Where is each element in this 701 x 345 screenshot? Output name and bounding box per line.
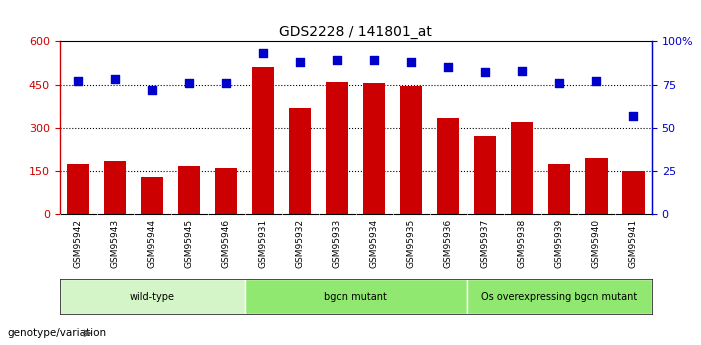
Point — [591, 78, 602, 84]
Bar — [400, 86, 423, 214]
Text: Os overexpressing bgcn mutant: Os overexpressing bgcn mutant — [482, 292, 637, 302]
Text: wild-type: wild-type — [130, 292, 175, 302]
Text: GSM95941: GSM95941 — [629, 219, 638, 268]
Bar — [178, 166, 200, 214]
Bar — [141, 177, 163, 214]
Bar — [215, 168, 237, 214]
Title: GDS2228 / 141801_at: GDS2228 / 141801_at — [279, 25, 433, 39]
Point — [517, 68, 528, 73]
Bar — [622, 171, 644, 214]
Text: GSM95944: GSM95944 — [148, 219, 156, 268]
Bar — [104, 161, 126, 214]
Text: genotype/variation: genotype/variation — [7, 328, 106, 338]
Bar — [511, 122, 533, 214]
Text: GSM95934: GSM95934 — [369, 219, 379, 268]
Bar — [252, 67, 274, 214]
Text: GSM95933: GSM95933 — [333, 219, 342, 268]
Point — [221, 80, 232, 86]
Point — [147, 87, 158, 92]
Text: GSM95932: GSM95932 — [296, 219, 305, 268]
Point — [628, 113, 639, 118]
Text: GSM95939: GSM95939 — [555, 219, 564, 268]
Point — [406, 59, 417, 65]
Point — [257, 51, 268, 56]
Text: GSM95938: GSM95938 — [518, 219, 527, 268]
Bar — [67, 164, 89, 214]
Point — [554, 80, 565, 86]
Point — [369, 58, 380, 63]
Bar — [363, 83, 386, 214]
Point — [479, 70, 491, 75]
Text: GSM95940: GSM95940 — [592, 219, 601, 268]
Text: GSM95943: GSM95943 — [111, 219, 120, 268]
Bar — [326, 82, 348, 214]
Bar — [437, 118, 459, 214]
Point — [294, 59, 306, 65]
Point — [443, 65, 454, 70]
Bar — [548, 164, 571, 214]
Point — [332, 58, 343, 63]
Text: bgcn mutant: bgcn mutant — [325, 292, 387, 302]
Bar — [289, 108, 311, 214]
Text: GSM95931: GSM95931 — [259, 219, 268, 268]
Text: GSM95946: GSM95946 — [222, 219, 231, 268]
Text: GSM95942: GSM95942 — [74, 219, 83, 268]
Bar — [467, 279, 652, 314]
Bar — [60, 279, 245, 314]
Text: GSM95945: GSM95945 — [184, 219, 193, 268]
Bar — [245, 279, 467, 314]
Point — [109, 77, 121, 82]
Point — [72, 78, 83, 84]
Point — [184, 80, 195, 86]
Bar — [585, 158, 608, 214]
Text: GSM95936: GSM95936 — [444, 219, 453, 268]
Bar — [474, 136, 496, 214]
Text: GSM95935: GSM95935 — [407, 219, 416, 268]
Text: GSM95937: GSM95937 — [481, 219, 490, 268]
